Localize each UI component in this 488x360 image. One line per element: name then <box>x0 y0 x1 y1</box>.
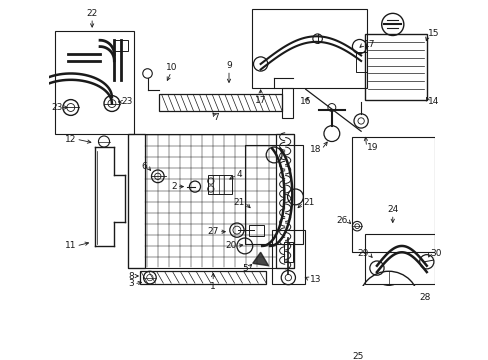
Text: 3: 3 <box>128 279 134 288</box>
Text: 5: 5 <box>242 264 247 273</box>
Text: 20: 20 <box>225 242 236 251</box>
Bar <box>355 52 366 72</box>
Text: 27: 27 <box>207 227 218 236</box>
Text: 30: 30 <box>429 249 441 258</box>
Text: 29: 29 <box>357 249 368 258</box>
Text: 19: 19 <box>366 143 377 152</box>
Text: 8: 8 <box>128 271 134 280</box>
Text: 28: 28 <box>418 293 429 302</box>
Text: 25: 25 <box>351 352 363 360</box>
Text: 15: 15 <box>427 30 439 39</box>
Text: 23: 23 <box>121 98 133 107</box>
Bar <box>127 134 145 268</box>
Text: 12: 12 <box>65 135 76 144</box>
Bar <box>208 175 232 194</box>
Bar <box>244 145 303 244</box>
Bar <box>248 225 263 237</box>
Text: 9: 9 <box>225 61 231 70</box>
Text: 21: 21 <box>303 198 314 207</box>
Bar <box>271 230 305 284</box>
Text: 11: 11 <box>65 242 76 251</box>
Text: 6: 6 <box>142 162 147 171</box>
Polygon shape <box>252 252 268 266</box>
Text: 26: 26 <box>336 216 347 225</box>
Text: 17: 17 <box>363 40 374 49</box>
Text: 22: 22 <box>86 9 98 18</box>
Text: 2: 2 <box>171 182 177 191</box>
Bar <box>416 292 432 312</box>
Text: 7: 7 <box>213 113 219 122</box>
Bar <box>139 271 265 284</box>
Text: 17: 17 <box>254 96 266 105</box>
Bar <box>365 34 426 100</box>
Bar <box>127 134 293 268</box>
Text: 21: 21 <box>233 198 244 207</box>
Bar <box>114 40 127 51</box>
Bar <box>159 94 282 112</box>
Bar <box>352 137 434 252</box>
Text: 23: 23 <box>51 103 63 112</box>
Text: 24: 24 <box>386 205 398 214</box>
Text: 16: 16 <box>299 98 311 107</box>
Bar <box>251 9 366 88</box>
Text: 18: 18 <box>309 145 321 154</box>
Text: 14: 14 <box>427 98 439 107</box>
Bar <box>276 134 293 268</box>
Text: 13: 13 <box>309 275 321 284</box>
Text: 10: 10 <box>165 63 177 72</box>
Text: 1: 1 <box>210 282 216 291</box>
Text: 4: 4 <box>236 170 242 179</box>
Bar <box>55 31 134 134</box>
Bar <box>365 234 434 284</box>
Bar <box>283 242 292 262</box>
Bar <box>282 88 292 118</box>
